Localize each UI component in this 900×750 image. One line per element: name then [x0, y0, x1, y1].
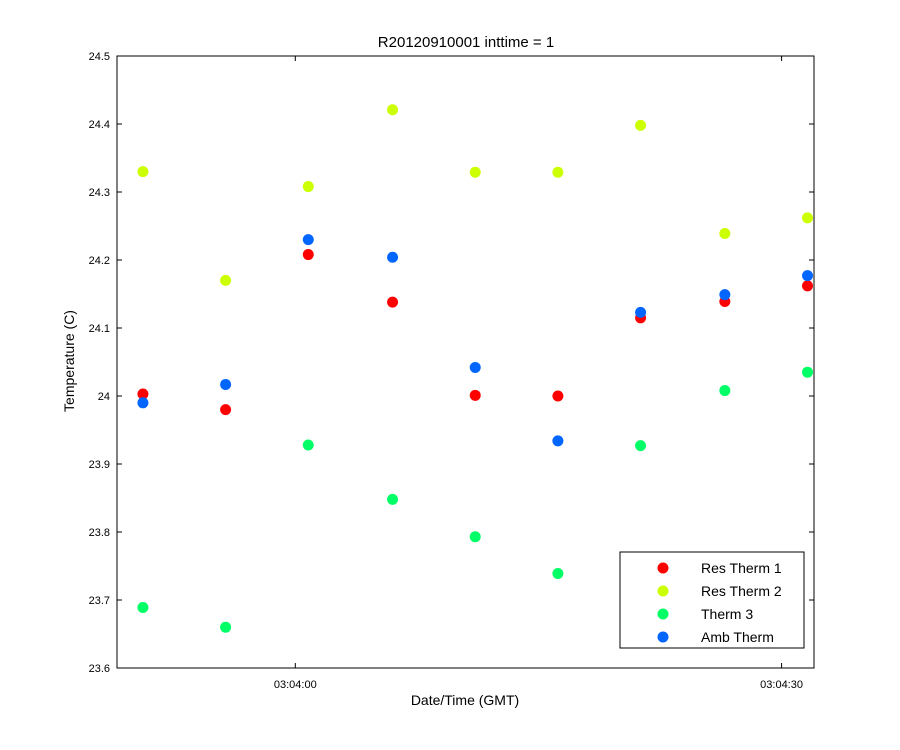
- data-point-res-therm-2: [552, 166, 564, 178]
- data-point-amb-therm: [220, 378, 232, 390]
- legend-marker-res-therm-2: [657, 585, 669, 597]
- data-point-amb-therm: [635, 306, 647, 318]
- x-tick-label: 03:04:00: [274, 679, 317, 691]
- data-point-amb-therm: [552, 435, 564, 447]
- x-tick-label: 03:04:30: [760, 679, 803, 691]
- data-point-res-therm-2: [635, 119, 647, 131]
- legend-label-therm-3: Therm 3: [701, 606, 753, 622]
- legend-label-res-therm-2: Res Therm 2: [701, 583, 782, 599]
- data-point-therm-3: [469, 531, 481, 543]
- data-point-therm-3: [302, 439, 314, 451]
- data-point-therm-3: [137, 601, 149, 613]
- legend-label-res-therm-1: Res Therm 1: [701, 560, 782, 576]
- data-point-amb-therm: [137, 397, 149, 409]
- y-tick-label: 24: [98, 391, 110, 403]
- legend: Res Therm 1 Res Therm 2 Therm 3 Amb Therm: [619, 551, 805, 649]
- chart-title: R20120910001 inttime = 1: [378, 34, 554, 51]
- y-tick-label: 23.7: [89, 595, 110, 607]
- y-tick-label: 24.2: [89, 255, 110, 267]
- y-tick-label: 23.9: [89, 459, 110, 471]
- y-tick-label: 24.3: [89, 187, 110, 199]
- legend-marker-res-therm-1: [657, 562, 669, 574]
- data-point-amb-therm: [387, 251, 399, 263]
- y-tick-label: 24.5: [89, 51, 110, 63]
- data-point-res-therm-2: [220, 274, 232, 286]
- data-point-res-therm-1: [220, 404, 232, 416]
- data-point-therm-3: [802, 366, 814, 378]
- data-point-res-therm-2: [469, 166, 481, 178]
- data-point-res-therm-1: [387, 296, 399, 308]
- data-point-res-therm-2: [137, 166, 149, 178]
- data-point-therm-3: [719, 385, 731, 397]
- data-point-res-therm-1: [469, 389, 481, 401]
- y-tick-label: 24.4: [89, 119, 110, 131]
- y-tick-label: 23.8: [89, 527, 110, 539]
- data-point-amb-therm: [719, 289, 731, 301]
- x-axis-label: Date/Time (GMT): [411, 692, 519, 708]
- legend-label-amb-therm: Amb Therm: [701, 629, 774, 645]
- data-point-res-therm-1: [802, 280, 814, 292]
- y-axis-label: Temperature (C): [61, 310, 77, 412]
- legend-marker-therm-3: [657, 608, 669, 620]
- data-point-res-therm-2: [802, 212, 814, 224]
- y-tick-label: 24.1: [89, 323, 110, 335]
- data-point-res-therm-2: [719, 227, 731, 239]
- legend-box: [619, 551, 805, 649]
- data-point-amb-therm: [802, 270, 814, 282]
- data-point-therm-3: [387, 493, 399, 505]
- data-point-res-therm-1: [137, 388, 149, 400]
- data-point-amb-therm: [302, 234, 314, 246]
- data-point-res-therm-2: [387, 104, 399, 116]
- legend-marker-amb-therm: [657, 631, 669, 643]
- data-point-res-therm-1: [302, 249, 314, 261]
- data-point-res-therm-1: [552, 390, 564, 402]
- data-point-therm-3: [635, 440, 647, 452]
- data-point-res-therm-2: [302, 181, 314, 193]
- data-point-therm-3: [552, 567, 564, 579]
- data-point-therm-3: [220, 621, 232, 633]
- y-tick-label: 23.6: [89, 663, 110, 675]
- data-point-amb-therm: [469, 361, 481, 373]
